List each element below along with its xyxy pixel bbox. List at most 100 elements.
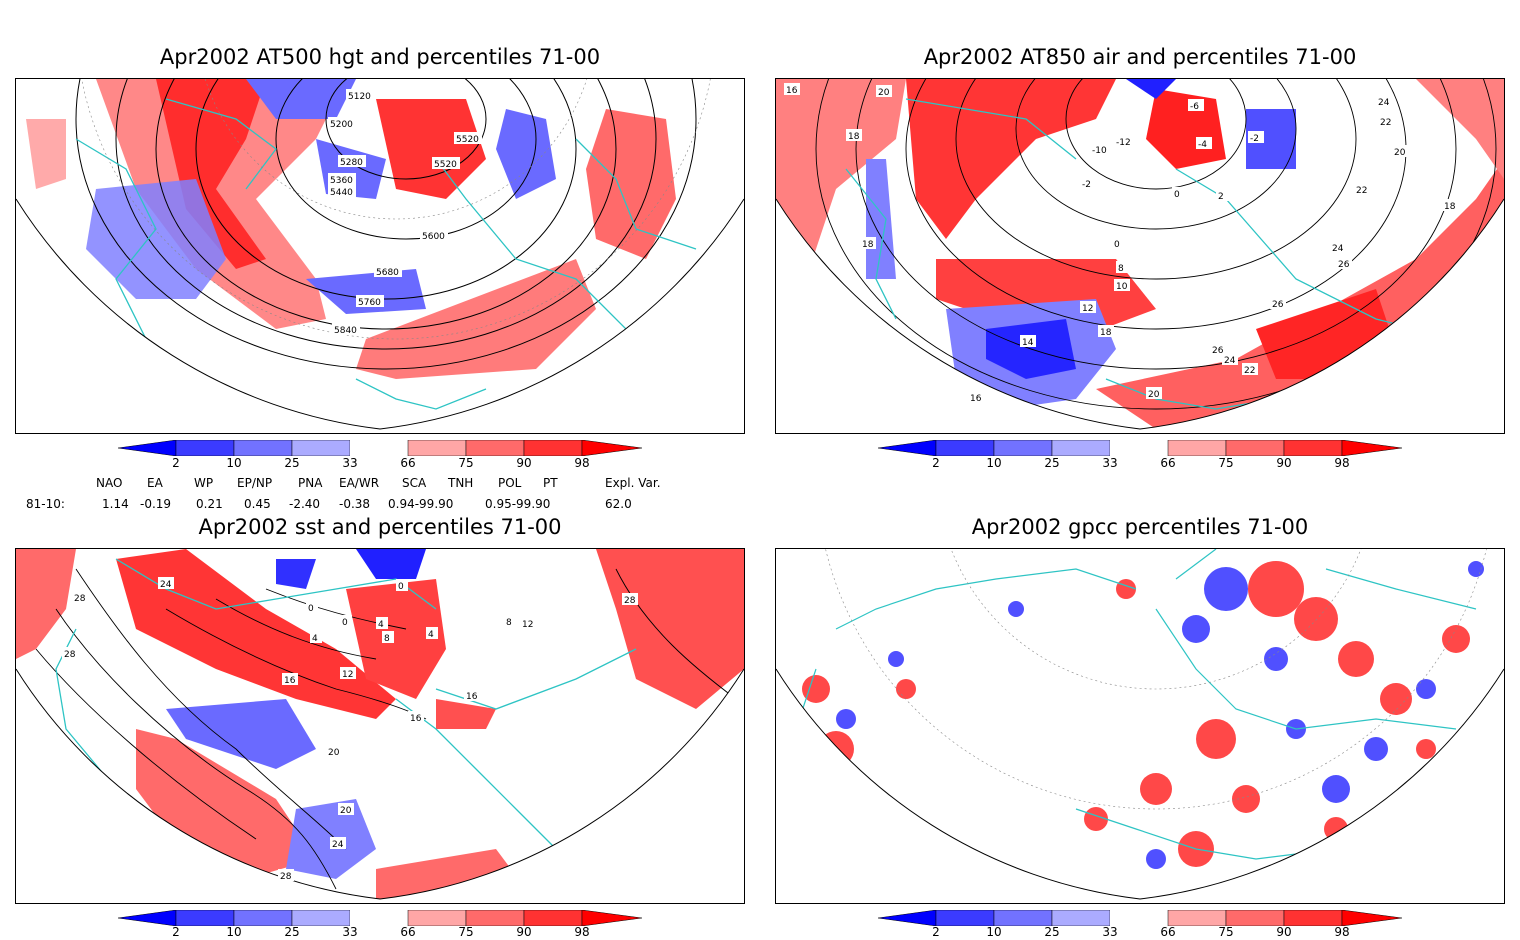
svg-text:0: 0 xyxy=(342,618,348,628)
contour-label: 0 xyxy=(1112,237,1126,250)
contour-label: 0 xyxy=(396,579,408,592)
t850-map: 16 20 18 18 -10 -12 -6 -4 -2 -2 0 2 24 2… xyxy=(776,79,1504,430)
svg-text:26: 26 xyxy=(1338,260,1350,270)
z500-map: 5120 5200 5280 5360 5440 5520 5520 5600 … xyxy=(16,79,744,430)
colorbar-swatches xyxy=(117,909,643,927)
warm-anomaly xyxy=(376,99,486,199)
contour-label: 24 xyxy=(1222,353,1238,366)
tele-row-label: 81-10: xyxy=(26,497,65,511)
svg-text:-10: -10 xyxy=(1092,146,1107,156)
colorbar-label: 10 xyxy=(986,925,1002,939)
contour-label: 28 xyxy=(72,591,88,604)
contour-label: 26 xyxy=(1270,297,1286,310)
colorbar-label: 98 xyxy=(1334,925,1350,939)
contour-label: 5200 xyxy=(328,117,356,130)
colorbar-swatch xyxy=(1341,439,1403,457)
contour-label: 20 xyxy=(1392,145,1408,158)
tele-value: -0.19 xyxy=(140,497,172,511)
contour-label: 24 xyxy=(1376,95,1392,108)
svg-text:-2: -2 xyxy=(1082,180,1091,190)
svg-text:24: 24 xyxy=(160,580,172,590)
colorbar-label: 2 xyxy=(172,456,180,470)
colorbar-label: 2 xyxy=(932,456,940,470)
contour-label: 16 xyxy=(464,689,480,702)
contour-label: 5360 xyxy=(328,173,356,186)
svg-text:28: 28 xyxy=(624,596,636,606)
svg-text:0: 0 xyxy=(308,604,314,614)
contour-label: 5760 xyxy=(356,295,384,308)
contour-label: -2 xyxy=(1080,177,1096,190)
svg-text:24: 24 xyxy=(1224,356,1236,366)
tele-value: -2.40 xyxy=(289,497,321,511)
colorbar-swatch xyxy=(1051,909,1111,927)
sst-map: 28 24 28 0 0 4 8 4 4 0 16 12 16 16 20 20… xyxy=(16,549,744,900)
svg-text:16: 16 xyxy=(970,394,982,404)
colorbar-swatch xyxy=(175,439,235,457)
warm-anomaly xyxy=(156,79,266,269)
contour-label: 28 xyxy=(278,869,294,882)
warm-anomaly xyxy=(586,109,676,259)
colorbar-swatch xyxy=(877,439,937,457)
svg-text:22: 22 xyxy=(1356,186,1367,196)
colorbar-swatch xyxy=(407,439,467,457)
contour-label: 0 xyxy=(340,615,352,628)
contour-label: 16 xyxy=(784,83,800,96)
contour-label: 22 xyxy=(1354,183,1370,196)
tele-value: 0.95-99.90 xyxy=(485,497,551,511)
colorbar-swatches xyxy=(877,909,1403,927)
contour-label: 2 xyxy=(1216,189,1230,202)
svg-text:24: 24 xyxy=(332,840,344,850)
svg-text:5360: 5360 xyxy=(330,176,353,186)
svg-text:8: 8 xyxy=(384,634,390,644)
colorbar-label: 66 xyxy=(1160,925,1176,939)
colorbar-label: 75 xyxy=(1218,925,1234,939)
contour-label: 16 xyxy=(408,711,424,724)
contour-label: 8 xyxy=(382,631,394,644)
cool-anomaly xyxy=(246,79,356,119)
svg-text:18: 18 xyxy=(1444,202,1456,212)
colorbar-label: 90 xyxy=(516,925,532,939)
colorbar-swatch xyxy=(1051,439,1111,457)
colorbar-swatch xyxy=(233,909,293,927)
colorbar-swatch xyxy=(523,439,583,457)
svg-text:4: 4 xyxy=(378,620,384,630)
contour-label: 4 xyxy=(310,631,322,644)
tele-header: TNH xyxy=(448,476,474,490)
svg-text:5600: 5600 xyxy=(422,232,445,242)
svg-text:28: 28 xyxy=(64,650,76,660)
svg-text:24: 24 xyxy=(1378,98,1390,108)
contour-label: 18 xyxy=(1442,199,1458,212)
svg-text:18: 18 xyxy=(1100,328,1112,338)
svg-text:0: 0 xyxy=(1114,240,1120,250)
tele-header: POL xyxy=(498,476,522,490)
colorbar-label: 33 xyxy=(342,456,358,470)
colorbar-label: 10 xyxy=(226,925,242,939)
colorbar-swatches xyxy=(117,439,643,457)
cool-anomaly xyxy=(86,179,226,299)
colorbar-swatch xyxy=(117,909,177,927)
contour-label: 0 xyxy=(306,601,318,614)
tele-header: PT xyxy=(543,476,558,490)
svg-text:8: 8 xyxy=(1118,264,1124,274)
tele-value: 0.45 xyxy=(244,497,271,511)
colorbar-label: 10 xyxy=(226,456,242,470)
colorbar-swatch xyxy=(581,909,643,927)
svg-text:26: 26 xyxy=(1212,346,1224,356)
contour-label: 24 xyxy=(1330,241,1346,254)
colorbar-label: 33 xyxy=(342,925,358,939)
svg-text:5440: 5440 xyxy=(330,188,353,198)
colorbar-swatch xyxy=(1225,439,1285,457)
contour-label: 5520 xyxy=(432,157,460,170)
colorbar-swatch xyxy=(935,909,995,927)
tele-value: 1.14 xyxy=(102,497,129,511)
panel-2-title: Apr2002 AT850 air and percentiles 71-00 xyxy=(923,45,1357,69)
contour-label: 16 xyxy=(968,391,984,404)
colorbar-swatch xyxy=(465,439,525,457)
svg-text:4: 4 xyxy=(312,634,318,644)
colorbar-swatch xyxy=(877,909,937,927)
colorbar-label: 66 xyxy=(400,925,416,939)
colorbar-swatch xyxy=(291,439,351,457)
colorbar-label: 98 xyxy=(574,456,590,470)
contour-label: 5840 xyxy=(332,323,360,336)
tele-header: NAO xyxy=(96,476,123,490)
